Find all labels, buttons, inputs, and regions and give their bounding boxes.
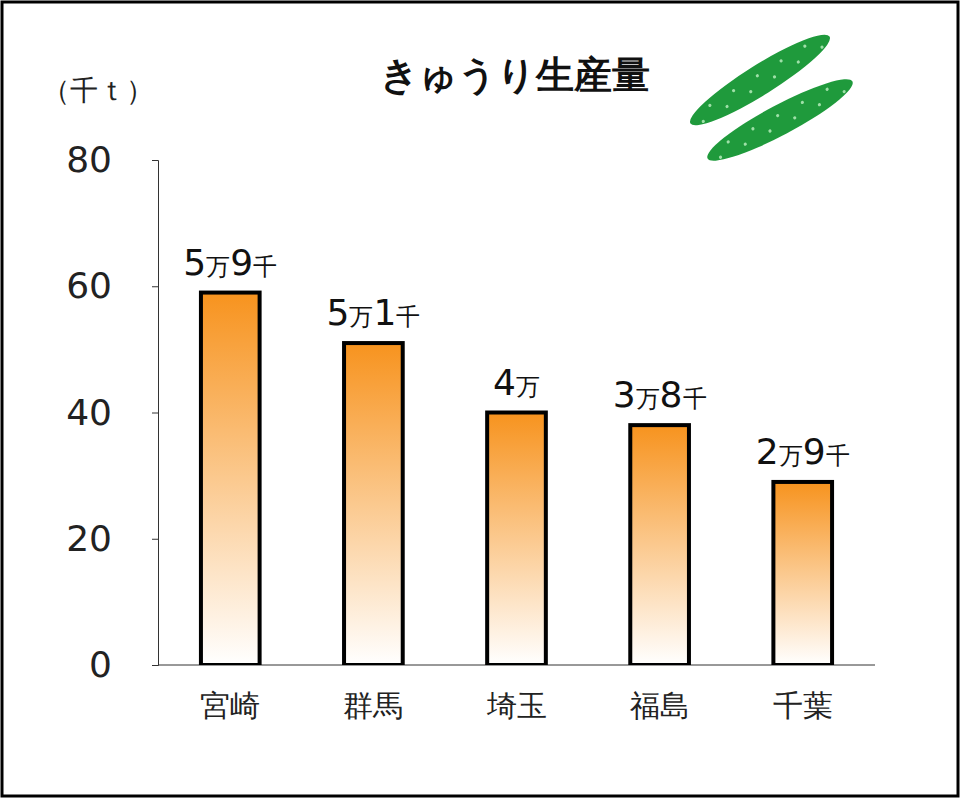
bar xyxy=(344,343,403,665)
y-tick-label: 0 xyxy=(89,644,112,685)
cucumber-dot xyxy=(779,59,783,63)
data-labels: 5万9千 5万1千 4万 3万8千 2万9千 xyxy=(183,242,849,472)
cucumber-dot xyxy=(768,129,772,133)
x-tick: 千葉 xyxy=(773,665,833,723)
y-tick: 0 xyxy=(89,644,158,685)
y-tick-label: 80 xyxy=(66,139,112,180)
x-tick-label: 群馬 xyxy=(343,688,403,723)
cucumber-dot xyxy=(775,113,779,117)
y-axis: 0 20 40 60 80 xyxy=(66,139,158,685)
bars xyxy=(201,293,832,665)
cucumber-icon xyxy=(683,24,860,172)
y-tick-mark xyxy=(152,160,158,161)
cucumber-dot xyxy=(726,140,730,144)
y-tick: 60 xyxy=(66,265,158,306)
x-tick-label: 福島 xyxy=(630,688,690,723)
data-label: 3万8千 xyxy=(613,374,707,415)
cucumber-dot xyxy=(842,89,846,93)
y-axis-line xyxy=(152,161,159,666)
bar xyxy=(630,425,689,665)
y-tick-mark xyxy=(152,413,158,414)
cucumber-dot xyxy=(817,103,821,107)
title: きゅうり生産量 xyxy=(380,53,650,97)
cucumber-dot xyxy=(793,116,797,120)
y-tick-mark xyxy=(152,286,158,287)
cucumber-dot xyxy=(708,103,712,107)
data-label: 2万9千 xyxy=(756,431,850,472)
cucumber-dot xyxy=(718,155,722,159)
bar xyxy=(487,413,546,666)
cucumber-dot xyxy=(755,74,759,78)
x-tick: 宮崎 xyxy=(200,665,260,723)
cucumber-dot xyxy=(743,142,747,146)
chart: きゅうり生産量 （千ｔ） 0 20 40 60 80 宮崎 群馬 埼玉 福島 千葉 5万9千 5万1千 4万… xyxy=(0,0,960,798)
data-label: 5万1千 xyxy=(326,292,420,333)
data-label: 5万9千 xyxy=(183,242,277,283)
y-tick: 40 xyxy=(66,392,158,433)
cucumber-dot xyxy=(751,127,755,131)
cucumber xyxy=(701,68,860,171)
cucumber-body xyxy=(701,68,860,171)
cucumber-dot xyxy=(796,60,800,64)
cucumber-dot xyxy=(825,87,829,91)
cucumber-dot xyxy=(725,104,729,108)
cucumber-dot xyxy=(803,44,807,48)
x-tick: 群馬 xyxy=(343,665,403,723)
bar xyxy=(201,293,260,665)
x-tick-label: 千葉 xyxy=(773,688,833,723)
x-tick-label: 宮崎 xyxy=(200,688,260,723)
x-tick: 埼玉 xyxy=(486,665,547,723)
cucumber-dot xyxy=(820,45,824,49)
data-label: 4万 xyxy=(493,362,540,403)
y-tick-label: 20 xyxy=(66,518,112,559)
cucumber-dot xyxy=(749,89,753,93)
cucumber-dot xyxy=(731,88,735,92)
y-tick-label: 60 xyxy=(66,265,112,306)
cucumber-dot xyxy=(800,100,804,104)
x-tick: 福島 xyxy=(630,665,690,723)
y-tick-mark xyxy=(152,665,158,666)
x-tick-label: 埼玉 xyxy=(486,688,547,723)
y-tick: 20 xyxy=(66,518,158,559)
y-tick-mark xyxy=(152,539,158,540)
frame xyxy=(2,2,958,796)
y-tick-label: 40 xyxy=(66,392,112,433)
y-tick: 80 xyxy=(66,139,158,180)
bar xyxy=(773,482,832,665)
x-axis: 宮崎 群馬 埼玉 福島 千葉 xyxy=(158,665,875,723)
y-axis-title: （千ｔ） xyxy=(42,74,154,107)
cucumber-dot xyxy=(772,75,776,79)
cucumber-dot xyxy=(701,119,705,123)
